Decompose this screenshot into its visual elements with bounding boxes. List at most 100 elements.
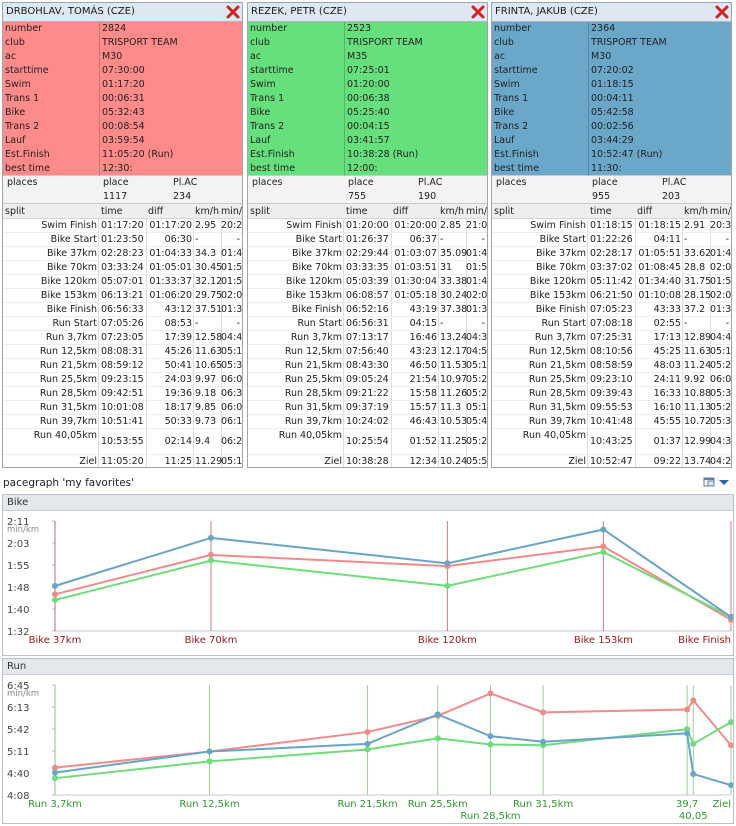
split-cell: 02:08 (710, 290, 732, 301)
split-cell: 01:37 (466, 304, 488, 315)
split-cell: 08:10:56 (590, 346, 633, 357)
split-cell: 09:23:10 (590, 374, 633, 385)
split-cell: Run 3,7km (290, 332, 342, 343)
x-category-label: Run 31,5km (513, 799, 573, 810)
split-cell: 31 (440, 262, 453, 273)
split-cell: Run 31,5km (39, 402, 97, 413)
split-cell: 01:45 (221, 248, 243, 259)
info-key: club (5, 37, 25, 48)
split-cell: 35.09 (440, 248, 468, 259)
split-cell: 16:46 (409, 332, 437, 343)
pacegraph-controls (702, 476, 732, 491)
info-row: Trans 1 00:06:31 (3, 92, 242, 106)
y-axis-unit: min/km (7, 525, 39, 535)
plac-header: Pl.AC (173, 177, 198, 188)
info-row: Est.Finish 10:52:47 (Run) (492, 148, 731, 162)
info-row: number 2364 (492, 22, 731, 36)
window-icon[interactable] (703, 477, 715, 487)
split-row: Run 31,5km 10:01:08 18:179.85 06:06 (3, 401, 242, 415)
split-cell: Bike 70km (46, 262, 97, 273)
split-cell: 06:30 (164, 234, 192, 245)
split-cell: 46:50 (409, 360, 437, 371)
info-value: 03:59:54 (102, 135, 145, 146)
split-cell: 16:33 (653, 388, 681, 399)
split-cell: Bike 120km (40, 276, 97, 287)
series-point (364, 740, 371, 747)
close-icon[interactable] (471, 5, 485, 19)
info-row: club TRISPORT TEAM (3, 36, 242, 50)
plac-value: 203 (662, 191, 681, 202)
info-key: Lauf (5, 135, 26, 146)
info-key: Trans 1 (494, 93, 529, 104)
info-key: Bike (250, 107, 271, 118)
split-cell: Run 39,7km (528, 416, 586, 427)
info-key: Est.Finish (250, 149, 295, 160)
chevron-down-icon[interactable] (719, 480, 729, 485)
split-cell: Run Start (52, 318, 97, 329)
split-row: Bike Start 01:23:50 06:30- - (3, 233, 242, 247)
split-cell: 08:59:12 (101, 360, 144, 371)
info-key: ac (250, 51, 262, 62)
split-cell: 05:10 (710, 346, 732, 357)
split-cell: 06:03 (710, 374, 732, 385)
info-row: Bike 05:25:40 (248, 106, 487, 120)
split-cell: 05:03:39 (346, 276, 389, 287)
split-cell: 10.24 (440, 456, 468, 467)
info-row: number 2824 (3, 22, 242, 36)
split-cell: 05:21 (710, 360, 732, 371)
split-cell: Bike 37km (46, 248, 97, 259)
split-cell: 01:17:20 (149, 220, 192, 231)
close-icon[interactable] (226, 5, 240, 19)
info-value: TRISPORT TEAM (591, 37, 667, 48)
split-cell: 01:52 (409, 436, 437, 447)
split-cell: 10:52:47 (590, 456, 633, 467)
series-point (728, 782, 734, 789)
info-row: Lauf 03:41:57 (248, 134, 487, 148)
split-cell: 05:07:01 (101, 276, 144, 287)
split-cell: 43:19 (409, 304, 437, 315)
info-value: 01:18:15 (591, 79, 634, 90)
info-row: Lauf 03:44:29 (492, 134, 731, 148)
close-icon[interactable] (715, 5, 729, 19)
split-cell: 02:55 (653, 318, 681, 329)
info-key: Swim (250, 79, 276, 90)
split-cell: Swim Finish (286, 220, 342, 231)
split-row: Run 25,5km 09:23:10 24:119.92 06:03 (492, 373, 731, 387)
split-cell: - (236, 234, 240, 245)
split-cell: 01:04:33 (149, 248, 192, 259)
x-category-label: 39,7 (676, 799, 698, 810)
info-key: Trans 1 (5, 93, 40, 104)
split-cell: 10:24:02 (346, 416, 389, 427)
split-cell: Bike Finish (291, 304, 342, 315)
plac-value: 190 (418, 191, 437, 202)
split-cell: 01:48 (710, 248, 732, 259)
place-header: place (103, 177, 129, 188)
split-cell: 11.3 (440, 402, 462, 413)
split-cell: 06:06 (221, 402, 243, 413)
plac-header: Pl.AC (662, 177, 687, 188)
split-cell: 34.3 (195, 248, 217, 259)
split-cell: 43:12 (164, 304, 192, 315)
info-value: M30 (591, 51, 612, 62)
split-cell: 21:03 (466, 220, 488, 231)
split-cell: 10:38:28 (346, 456, 389, 467)
split-cell: 29.75 (195, 290, 223, 301)
series-line (54, 528, 732, 618)
split-cell: 07:25:31 (590, 332, 633, 343)
split-cell: 01:03:51 (394, 262, 437, 273)
split-cell: Run 21,5km (528, 360, 586, 371)
series-point (444, 560, 451, 567)
split-cell: Run 39,7km (284, 416, 342, 427)
info-key: Trans 2 (5, 121, 40, 132)
series-point (434, 735, 441, 742)
places-block: places place Pl.AC 955 203 (492, 176, 731, 204)
split-cell: - (725, 234, 729, 245)
